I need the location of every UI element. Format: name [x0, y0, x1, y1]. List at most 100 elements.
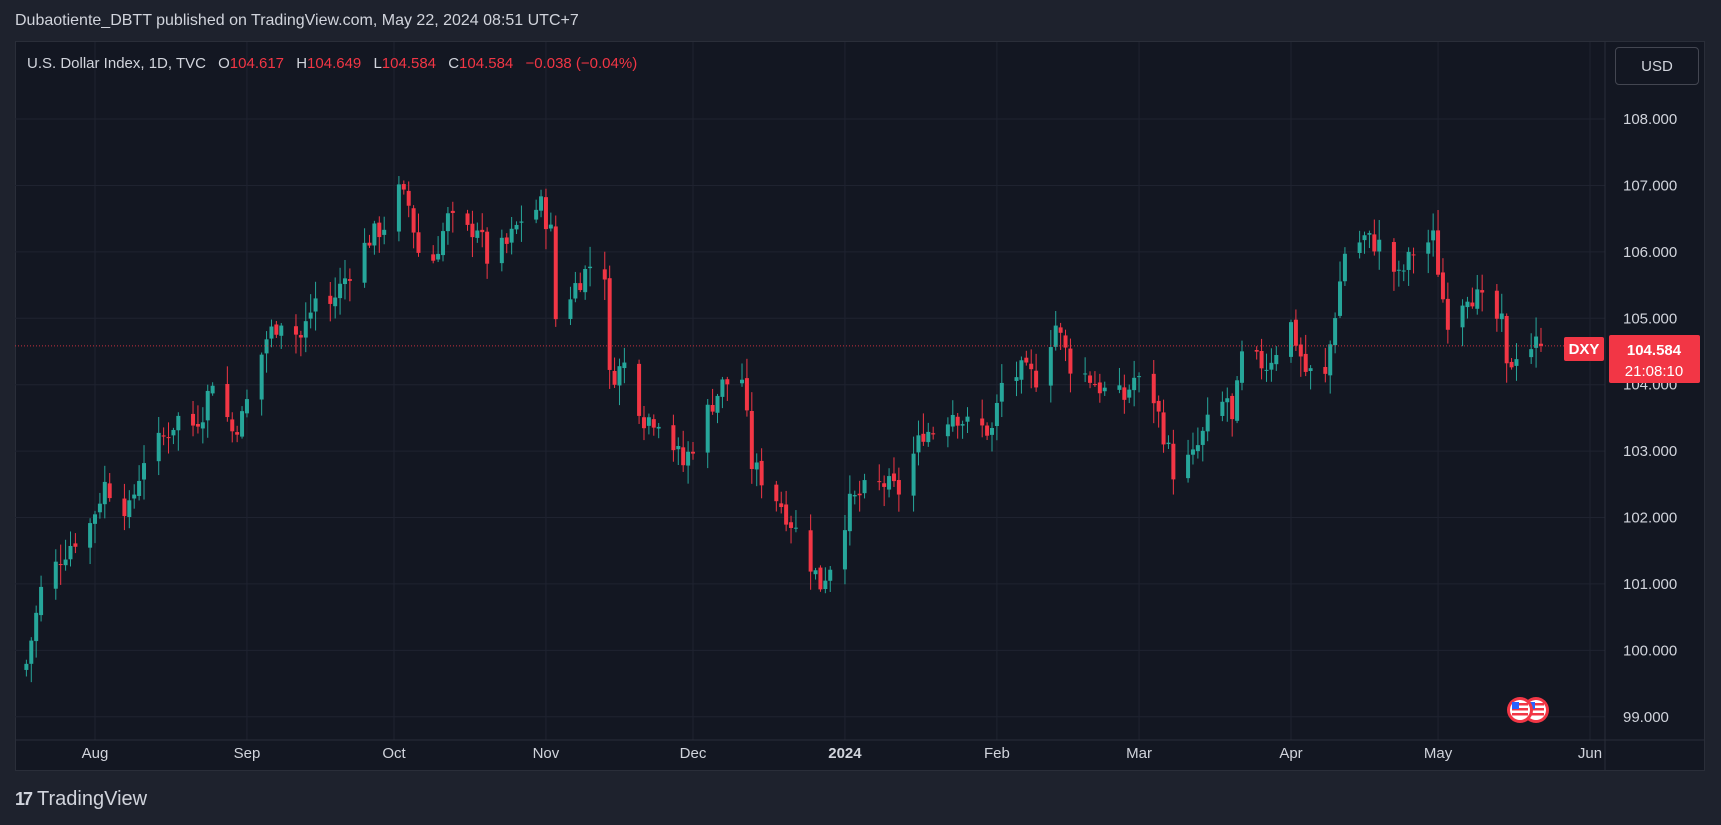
- candle: [950, 400, 955, 432]
- candle: [852, 490, 857, 505]
- candle: [499, 229, 504, 272]
- candle: [88, 518, 93, 565]
- candle: [583, 265, 588, 300]
- symbol-legend[interactable]: U.S. Dollar Index, 1D, TVC O104.617 H104…: [27, 55, 637, 72]
- price-tag-price: 104.584: [1627, 342, 1682, 359]
- candle-body: [210, 385, 215, 394]
- time-tick-label: Oct: [382, 745, 406, 762]
- candle: [1117, 367, 1122, 394]
- chart-pane[interactable]: [15, 41, 1705, 771]
- candle: [813, 567, 818, 580]
- candle-body: [1396, 269, 1401, 271]
- candle-body: [1480, 290, 1485, 293]
- candle-body: [176, 415, 181, 431]
- candle: [588, 246, 593, 287]
- candle: [779, 491, 784, 514]
- candle-body: [681, 447, 686, 466]
- candle: [1200, 427, 1205, 462]
- candle-body: [102, 481, 107, 505]
- candle: [754, 453, 759, 487]
- candle: [1102, 381, 1107, 396]
- candle: [1494, 284, 1499, 332]
- candle-body: [578, 283, 583, 291]
- candle: [24, 659, 29, 677]
- price-tick-label: 107.000: [1623, 177, 1677, 194]
- candle: [1083, 357, 1088, 383]
- candle-body: [166, 437, 171, 439]
- candle-body: [749, 410, 754, 470]
- candle-body: [88, 523, 93, 548]
- candle: [705, 399, 710, 469]
- candle-body: [509, 228, 514, 243]
- candle-body: [1342, 253, 1347, 282]
- candle: [808, 514, 813, 590]
- candle-body: [1357, 242, 1362, 253]
- candle-body: [568, 299, 573, 320]
- tradingview-logo[interactable]: 17 TradingView: [15, 788, 147, 811]
- legend-close-label: C: [448, 55, 460, 72]
- candle-body: [887, 476, 892, 490]
- candle: [132, 484, 137, 509]
- candle: [710, 388, 715, 415]
- candle: [1092, 371, 1097, 387]
- us-flag-icon[interactable]: [1507, 697, 1549, 723]
- candle: [828, 566, 833, 592]
- candle: [401, 180, 406, 195]
- candle: [279, 323, 284, 349]
- candle-body: [852, 495, 857, 497]
- candle-body: [1063, 335, 1068, 348]
- candle: [1323, 347, 1328, 383]
- currency-button[interactable]: USD: [1615, 47, 1699, 85]
- candle: [607, 265, 612, 389]
- candle: [1406, 247, 1411, 286]
- candle-body: [950, 414, 955, 427]
- candle-body: [715, 395, 720, 413]
- candle-body: [127, 500, 132, 518]
- chart-grid: [15, 42, 1705, 770]
- time-tick-label: Dec: [680, 745, 707, 762]
- candle-body: [171, 429, 176, 436]
- candle-body: [313, 298, 318, 312]
- candle: [362, 228, 367, 288]
- tradingview-brand: TradingView: [37, 788, 148, 810]
- candle: [1303, 334, 1308, 377]
- candle-body: [205, 390, 210, 421]
- candle-body: [857, 493, 862, 496]
- time-tick-label: Jun: [1578, 745, 1602, 762]
- candle-body: [1259, 351, 1264, 369]
- candle-body: [1205, 414, 1210, 432]
- candle-body: [1362, 235, 1367, 241]
- candle: [651, 414, 656, 436]
- candle: [1396, 260, 1401, 287]
- candle-body: [1132, 377, 1137, 391]
- candle: [1014, 361, 1019, 397]
- candle-body: [1445, 298, 1450, 330]
- candle-body: [656, 426, 661, 429]
- candle: [195, 405, 200, 434]
- candle-body: [1436, 230, 1441, 275]
- candle: [926, 422, 931, 447]
- price-tick-label: 108.000: [1623, 111, 1677, 128]
- candle: [534, 199, 539, 224]
- candle-body: [990, 427, 994, 435]
- price-tag-symbol: DXY: [1569, 341, 1600, 358]
- candle-body: [1029, 363, 1034, 370]
- legend-high-value: 104.649: [307, 55, 362, 72]
- candle: [230, 412, 235, 443]
- candle-body: [1401, 270, 1406, 272]
- candle-body: [808, 530, 813, 572]
- candle: [1377, 219, 1382, 270]
- candle-body: [1239, 351, 1244, 383]
- candle: [259, 352, 264, 416]
- candle: [744, 358, 749, 417]
- candle-body: [39, 586, 44, 616]
- candle: [1499, 293, 1504, 332]
- candle: [137, 465, 142, 501]
- candle-body: [999, 382, 1004, 402]
- candle-body: [382, 229, 387, 235]
- candle: [1019, 356, 1024, 394]
- candle: [1445, 282, 1450, 344]
- candle-body: [303, 321, 308, 338]
- candle-body: [1328, 344, 1333, 376]
